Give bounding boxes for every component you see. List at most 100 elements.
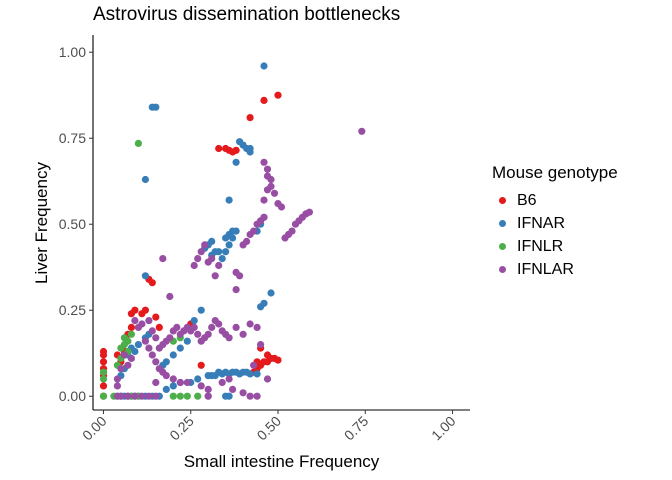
point-ifnlar [257,341,265,349]
point-ifnar [225,392,233,400]
point-ifnlr [134,139,142,147]
point-ifnlar [250,361,258,369]
point-ifnlar [260,158,268,166]
x-tick-label: 0.00 [79,413,110,444]
point-ifnlar [208,323,216,331]
y-tick-label: 1.00 [59,44,86,60]
point-ifnlar [218,378,226,387]
point-ifnlar [148,351,156,359]
legend-label: IFNLR [517,237,564,255]
legend-items: B6 IFNAR IFNLR IFNLAR [492,189,618,281]
point-ifnlar [270,189,279,197]
point-ifnlar [166,334,174,342]
point-ifnlar [117,392,125,400]
point-ifnar [267,289,275,297]
point-ifnlar [152,378,160,387]
point-ifnar [208,237,216,245]
y-tick-label: 0.00 [59,388,86,404]
point-ifnlar [117,365,125,373]
x-tick-label: 0.50 [254,413,285,444]
point-ifnlar [260,213,268,221]
point-ifnlar [253,392,261,400]
point-ifnlar [159,255,167,263]
point-ifnar [169,351,177,359]
point-ifnlar [288,227,296,235]
x-tick-label: 1.00 [428,413,459,444]
point-ifnlar [260,196,268,204]
point-b6 [246,114,254,122]
point-ifnlar [246,392,254,400]
point-ifnlar [173,323,181,331]
point-ifnlar [166,292,174,301]
point-ifnlar [141,337,149,345]
legend-label: B6 [517,191,537,209]
point-b6 [197,361,205,369]
chart-title: Astrovirus dissemination bottlenecks [93,4,401,25]
point-ifnlar [131,317,139,325]
point-ifnlar [127,354,135,362]
point-b6 [260,96,268,104]
point-ifnlar [145,317,153,325]
point-ifnlar [215,261,223,270]
point-ifnlr [169,392,177,400]
point-ifnlar [197,382,205,390]
point-ifnar [260,62,268,70]
legend-swatch [499,243,506,250]
point-ifnlr [99,392,108,400]
point-ifnlar [229,385,237,393]
point-ifnlar [113,382,121,390]
point-ifnar [162,385,170,393]
y-tick-label: 0.25 [59,302,86,318]
point-b6 [274,91,282,99]
point-ifnlar [253,323,261,331]
point-ifnar [232,158,240,166]
point-ifnar [141,175,149,184]
point-ifnlar [267,182,275,190]
point-ifnar [253,370,261,378]
point-ifnlar [176,378,184,387]
x-tick-label: 0.25 [166,413,197,444]
point-ifnar [225,241,233,249]
legend-label: IFNAR [517,214,565,232]
point-ifnlar [145,344,153,352]
point-ifnlar [201,241,209,249]
point-b6 [232,146,240,154]
point-b6 [263,351,272,359]
point-ifnlr [99,368,108,376]
point-ifnlr [176,392,184,400]
point-ifnar [225,196,233,204]
point-ifnlar [131,392,139,400]
point-ifnlar [204,330,212,338]
point-ifnlar [204,392,212,400]
point-ifnlar [124,361,132,369]
legend-item-ifnlar: IFNLAR [492,258,618,281]
point-ifnlar [232,323,240,331]
point-ifnlar [152,358,160,366]
point-ifnlar [277,203,286,211]
legend-swatch [499,266,506,273]
point-ifnlar [145,392,153,400]
point-b6 [99,347,108,356]
legend-item-b6: B6 [492,189,618,212]
point-ifnlar [197,248,205,256]
point-ifnlar [250,227,258,235]
point-ifnlr [194,392,202,400]
point-ifnlar [113,375,121,383]
point-ifnar [246,148,254,156]
point-ifnlar [138,392,146,400]
point-ifnlar [246,320,254,328]
point-ifnlar [194,330,202,338]
point-ifnlar [169,375,177,383]
point-ifnar [229,227,237,235]
point-ifnlar [190,323,198,331]
point-b6 [215,144,223,153]
point-b6 [152,313,160,321]
point-ifnar [194,375,202,383]
legend-swatch [499,220,506,227]
point-ifnar [152,103,160,111]
point-ifnar [183,337,191,345]
point-ifnar [190,317,198,325]
point-ifnlar [152,392,160,400]
point-ifnar [134,341,142,349]
point-b6 [155,323,163,331]
